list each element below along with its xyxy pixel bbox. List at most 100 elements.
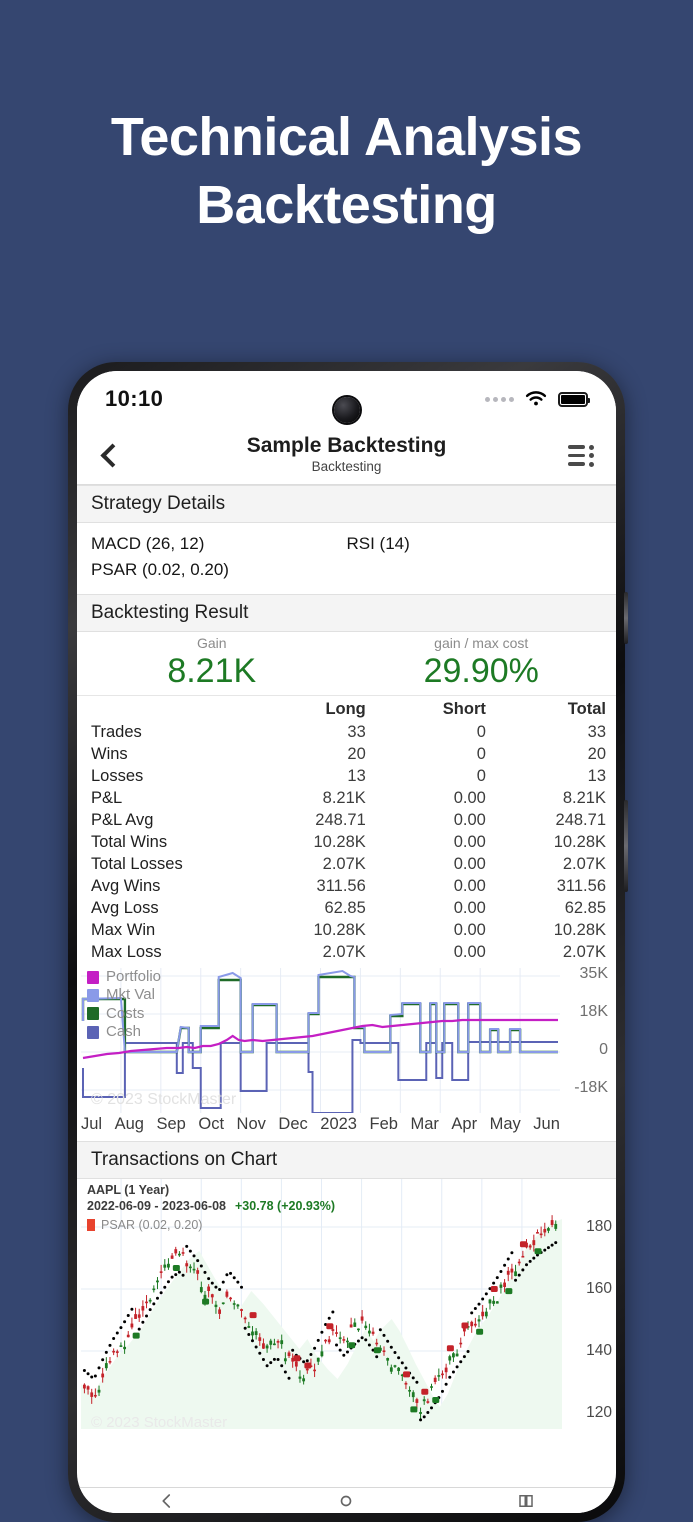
y-tick: 120 — [586, 1403, 612, 1421]
legend-label: Cash — [106, 1022, 142, 1040]
stat-label: Max Win — [91, 921, 156, 940]
x-tick: Nov — [236, 1114, 266, 1133]
stat-short: 0.00 — [453, 855, 486, 874]
stat-long: 248.71 — [315, 811, 366, 830]
promo-headline: Technical Analysis Backtesting — [110, 107, 583, 235]
phone-side-button-power — [624, 800, 628, 892]
home-icon[interactable] — [335, 1492, 357, 1510]
legend-swatch-icon — [87, 1025, 99, 1039]
status-clock: 10:10 — [105, 386, 164, 411]
candlestick-range-row: 2022-06-09 - 2023-06-08 +30.78 (+20.93%) — [87, 1198, 335, 1214]
table-header-row: Long Short Total — [91, 698, 606, 722]
stat-short: 0 — [476, 767, 486, 786]
candlestick-chart[interactable]: AAPL (1 Year) 2022-06-09 - 2023-06-08 +3… — [77, 1178, 616, 1437]
portfolio-chart[interactable]: Portfolio Mkt Val Costs Cash 35K 18K 0 -18K… — [77, 965, 616, 1141]
stats-table: Long Short Total Trades 33 0 33 Wins 20 0 20 Losse… — [91, 698, 606, 964]
stat-short: 0 — [476, 745, 486, 764]
stat-total: 20 — [587, 745, 606, 764]
stat-long: 10.28K — [313, 833, 366, 852]
table-col-header: Short — [442, 699, 486, 718]
legend-item: Cash — [87, 1023, 161, 1041]
legend-label: Mkt Val — [106, 986, 155, 1004]
gain-value: 8.21K — [167, 651, 257, 690]
wifi-icon — [525, 391, 547, 406]
stat-short: 0.00 — [453, 943, 486, 962]
psar-swatch-icon — [87, 1218, 95, 1231]
legend-label: Portfolio — [106, 967, 162, 985]
table-row: Max Win 10.28K 0.00 10.28K — [91, 920, 606, 942]
back-chevron-icon[interactable] — [95, 441, 125, 471]
y-tick: -18K — [574, 1078, 608, 1096]
legend-swatch-icon — [87, 970, 99, 984]
system-bottom-nav — [77, 1487, 616, 1513]
stat-total: 33 — [587, 723, 606, 742]
table-col-header: Total — [567, 699, 606, 718]
stats-table-wrap: Long Short Total Trades 33 0 33 Wins 20 0 20 Losse… — [77, 695, 616, 966]
y-tick: 140 — [586, 1341, 612, 1359]
legend-label: Costs — [106, 1004, 145, 1022]
stat-label: Wins — [91, 745, 128, 764]
strategy-psar: PSAR (0.02, 0.20) — [91, 560, 229, 580]
table-row: Total Wins 10.28K 0.00 10.28K — [91, 832, 606, 854]
signal-dots-icon — [485, 396, 514, 402]
gain-ratio-label: gain / max cost — [434, 634, 529, 651]
legend-swatch-icon — [87, 988, 99, 1002]
status-bar: 10:10 — [77, 371, 616, 427]
x-tick: Sep — [156, 1114, 186, 1133]
y-tick: 160 — [586, 1279, 612, 1297]
stat-label: Avg Loss — [91, 899, 159, 918]
list-menu-icon[interactable] — [568, 444, 598, 467]
stat-total: 8.21K — [562, 789, 606, 808]
phone-side-button-volume — [624, 592, 628, 644]
y-tick: 35K — [579, 965, 608, 982]
page-title: Sample Backtesting — [246, 433, 447, 457]
stat-total: 2.07K — [562, 855, 606, 874]
stat-label: Total Losses — [91, 855, 183, 874]
x-tick: Mar — [410, 1114, 439, 1133]
x-tick: May — [489, 1114, 521, 1133]
portfolio-y-axis: 35K 18K 0 -18K — [560, 966, 612, 1113]
section-header-transactions-on-chart: Transactions on Chart — [77, 1140, 616, 1179]
gain-ratio-value: 29.90% — [423, 651, 539, 690]
stat-short: 0.00 — [453, 899, 486, 918]
stat-long: 2.07K — [322, 855, 366, 874]
stat-total: 311.56 — [556, 877, 606, 896]
stat-short: 0.00 — [453, 921, 486, 940]
gain-summary: Gain 8.21K gain / max cost 29.90% — [77, 631, 617, 696]
table-row: P&L 8.21K 0.00 8.21K — [91, 788, 606, 810]
navbar-titles: Sample Backtesting Backtesting — [77, 434, 616, 477]
stat-short: 0.00 — [453, 833, 486, 852]
portfolio-chart-legend: Portfolio Mkt Val Costs Cash — [87, 968, 161, 1041]
candlestick-indicator-legend: PSAR (0.02, 0.20) — [87, 1217, 335, 1233]
x-tick: 2023 — [320, 1114, 357, 1133]
stat-short: 0.00 — [453, 789, 486, 808]
legend-item: Costs — [87, 1005, 161, 1023]
candlestick-date-range: 2022-06-09 - 2023-06-08 — [87, 1198, 226, 1213]
x-tick: Apr — [451, 1114, 478, 1133]
strategy-row: PSAR (0.02, 0.20) — [91, 557, 602, 583]
candlestick-header: AAPL (1 Year) 2022-06-09 - 2023-06-08 +3… — [87, 1182, 335, 1233]
stat-label: Total Wins — [91, 833, 168, 852]
table-row: Max Loss 2.07K 0.00 2.07K — [91, 942, 606, 964]
gain-metric: Gain 8.21K — [77, 634, 347, 691]
candlestick-symbol: AAPL (1 Year) — [87, 1182, 170, 1197]
gain-label: Gain — [196, 634, 227, 651]
table-row: P&L Avg 248.71 0.00 248.71 — [91, 810, 606, 832]
status-indicators — [485, 390, 590, 408]
stat-total: 10.28K — [553, 833, 606, 852]
x-tick: Feb — [369, 1114, 398, 1133]
x-tick: Oct — [198, 1114, 225, 1133]
stat-total: 248.71 — [555, 811, 606, 830]
recents-icon[interactable] — [515, 1492, 537, 1510]
table-row: Avg Wins 311.56 0.00 311.56 — [91, 876, 606, 898]
front-camera-punchhole — [333, 397, 360, 423]
page-subtitle: Backtesting — [311, 459, 382, 475]
candlestick-change: +30.78 (+20.93%) — [235, 1198, 336, 1213]
stat-long: 8.21K — [322, 789, 366, 808]
app-navbar: Sample Backtesting Backtesting — [77, 427, 616, 485]
gain-ratio-metric: gain / max cost 29.90% — [347, 634, 617, 691]
table-row: Total Losses 2.07K 0.00 2.07K — [91, 854, 606, 876]
x-tick: Dec — [278, 1114, 308, 1133]
stat-label: Losses — [91, 767, 144, 786]
back-icon[interactable] — [156, 1492, 178, 1510]
